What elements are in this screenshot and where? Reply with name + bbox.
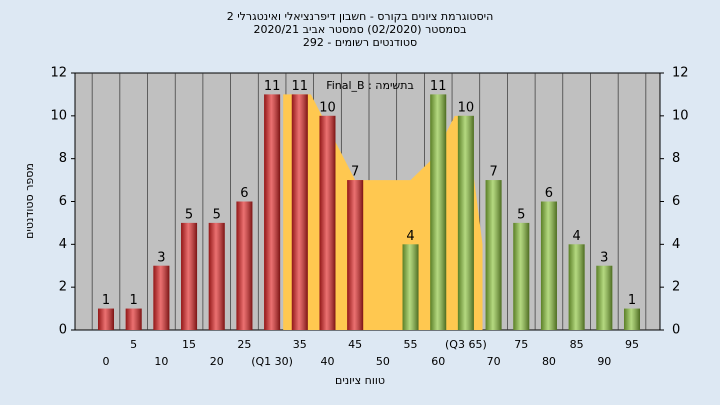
bar-shade (430, 94, 447, 331)
y-tick-label: 2 (59, 280, 67, 295)
data-label: 10 (458, 100, 475, 115)
data-label: 4 (572, 229, 580, 244)
x-tick-label: 55 (404, 338, 418, 351)
x-tick-label: 35 (293, 338, 307, 351)
data-label: 6 (545, 186, 553, 201)
data-label: 3 (157, 250, 165, 265)
title-line: סטודנטים רשומים - 292 (303, 36, 417, 49)
y-tick-label: 12 (50, 66, 67, 81)
data-label: 5 (213, 207, 221, 222)
y2-tick-label: 8 (672, 151, 680, 166)
x-tick-label: 95 (625, 338, 639, 351)
data-label: 5 (517, 207, 525, 222)
x-axis-label: טווח ציונים (335, 374, 385, 387)
bar-shade (596, 265, 613, 330)
y2-tick-label: 2 (672, 280, 680, 295)
data-label: 5 (185, 207, 193, 222)
y-tick-label: 8 (59, 151, 67, 166)
x-tick-label: (Q1 30) (251, 355, 293, 368)
y-axis-label: מספר סטודנטים (23, 163, 36, 239)
y-tick-label: 10 (50, 108, 67, 123)
bar-shade (457, 115, 474, 330)
x-tick-label: 60 (431, 355, 445, 368)
y2-tick-label: 4 (672, 237, 680, 252)
data-label: 1 (102, 293, 110, 308)
bar-shade (485, 180, 502, 330)
bar-shade (319, 115, 336, 330)
bar-shade (98, 308, 114, 330)
y2-tick-label: 0 (672, 323, 680, 338)
bar-shade (236, 201, 253, 330)
x-tick-label: 45 (348, 338, 362, 351)
bar-shade (125, 308, 142, 330)
y-tick-label: 4 (59, 237, 67, 252)
data-label: 10 (319, 100, 336, 115)
data-label: 4 (406, 229, 414, 244)
y-tick-label: 6 (59, 194, 67, 209)
y-tick-label: 0 (59, 323, 67, 338)
y2-tick-label: 6 (672, 194, 680, 209)
x-tick-label: 75 (514, 338, 528, 351)
data-label: 7 (351, 165, 359, 180)
data-label: 6 (240, 186, 248, 201)
x-tick-label: 5 (130, 338, 137, 351)
bar-shade (402, 244, 419, 330)
bar-shade (540, 201, 557, 330)
x-tick-label: 10 (154, 355, 168, 368)
data-label: 11 (292, 79, 309, 94)
bar-shade (208, 222, 225, 330)
data-label: 7 (489, 165, 497, 180)
bar-shade (347, 180, 364, 330)
title-line: היסטוגרמת ציונים בקורס - חשבון דיפרנציאל… (227, 10, 494, 23)
annotation: Final_B : בתשימה (326, 79, 414, 92)
x-tick-label: 0 (103, 355, 110, 368)
y2-tick-label: 10 (672, 108, 689, 123)
x-tick-label: 15 (182, 338, 196, 351)
x-tick-label: 80 (542, 355, 556, 368)
x-tick-label: (Q3 65) (445, 338, 487, 351)
x-tick-label: 25 (237, 338, 251, 351)
bar-shade (513, 222, 530, 330)
x-tick-label: 50 (376, 355, 390, 368)
data-label: 3 (600, 250, 608, 265)
x-tick-label: 20 (210, 355, 224, 368)
x-tick-label: 70 (487, 355, 501, 368)
bar-shade (291, 94, 308, 331)
bar-shade (624, 308, 640, 330)
bar-shade (153, 265, 170, 330)
data-label: 11 (430, 79, 447, 94)
data-label: 1 (130, 293, 138, 308)
x-tick-label: 85 (570, 338, 584, 351)
y2-tick-label: 12 (672, 66, 689, 81)
data-label: 11 (264, 79, 281, 94)
x-tick-label: 40 (320, 355, 334, 368)
data-label: 1 (628, 293, 636, 308)
title-line: בסמסטר (02/2020) סמסטר אביב 2020/21 (253, 23, 466, 36)
bar-shade (181, 222, 198, 330)
bar-shade (264, 94, 281, 331)
x-tick-label: 90 (597, 355, 611, 368)
bar-shade (568, 244, 585, 330)
